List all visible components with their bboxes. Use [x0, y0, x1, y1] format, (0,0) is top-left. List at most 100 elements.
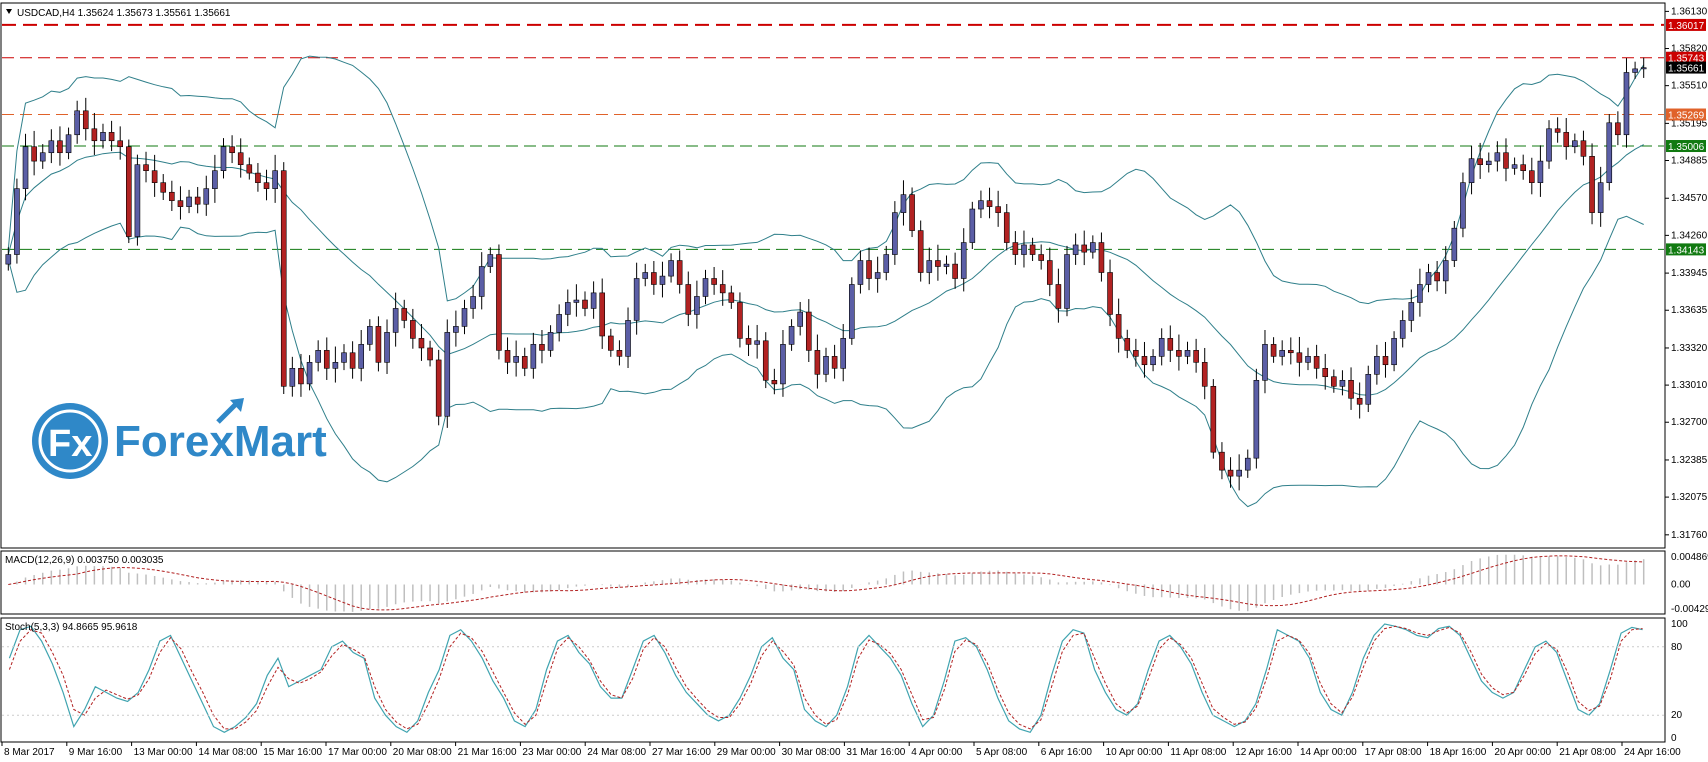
- candle-body[interactable]: [1210, 385, 1217, 453]
- candle-body[interactable]: [1477, 158, 1483, 166]
- candle-body[interactable]: [1485, 160, 1492, 166]
- candle-body[interactable]: [14, 188, 20, 255]
- candle-body[interactable]: [1356, 397, 1363, 405]
- candle-body[interactable]: [633, 278, 640, 321]
- candle-body[interactable]: [1081, 244, 1088, 253]
- candle-body[interactable]: [48, 140, 55, 154]
- candle-body[interactable]: [504, 350, 511, 363]
- candle-body[interactable]: [530, 344, 537, 369]
- candle-body[interactable]: [1029, 244, 1036, 255]
- candle-body[interactable]: [1184, 350, 1191, 357]
- candle-body[interactable]: [1391, 338, 1397, 366]
- candle-body[interactable]: [1434, 272, 1440, 282]
- candle-body[interactable]: [1408, 302, 1415, 321]
- candle-body[interactable]: [1339, 380, 1346, 387]
- candle-body[interactable]: [831, 356, 838, 369]
- candle-body[interactable]: [1313, 356, 1320, 369]
- candle-body[interactable]: [1442, 260, 1449, 282]
- candle-body[interactable]: [780, 344, 786, 385]
- candle-body[interactable]: [608, 335, 614, 351]
- candle-body[interactable]: [1632, 68, 1638, 73]
- candle-body[interactable]: [126, 146, 132, 237]
- candle-body[interactable]: [616, 350, 623, 357]
- candle-body[interactable]: [1107, 272, 1113, 315]
- candle-body[interactable]: [805, 311, 812, 351]
- candle-body[interactable]: [418, 338, 425, 349]
- candle-body[interactable]: [1374, 356, 1380, 375]
- candle-body[interactable]: [401, 308, 408, 321]
- candle-body[interactable]: [375, 326, 382, 363]
- candle-body[interactable]: [1305, 356, 1311, 363]
- candle-body[interactable]: [229, 146, 235, 154]
- candle-body[interactable]: [719, 284, 726, 294]
- candle-body[interactable]: [1365, 374, 1372, 405]
- candle-body[interactable]: [39, 152, 46, 162]
- candle-body[interactable]: [840, 338, 847, 369]
- candle-body[interactable]: [702, 278, 709, 297]
- candle-body[interactable]: [685, 284, 692, 315]
- candle-body[interactable]: [220, 146, 227, 171]
- candle-body[interactable]: [513, 356, 519, 363]
- candle-body[interactable]: [1331, 376, 1337, 387]
- candle-body[interactable]: [797, 311, 803, 327]
- candle-body[interactable]: [909, 194, 915, 231]
- candle-body[interactable]: [711, 278, 717, 285]
- candle-body[interactable]: [1167, 338, 1174, 351]
- candle-body[interactable]: [1606, 122, 1613, 183]
- candle-body[interactable]: [341, 352, 347, 363]
- candle-body[interactable]: [952, 263, 958, 279]
- candle-body[interactable]: [1399, 320, 1406, 339]
- candle-body[interactable]: [926, 260, 933, 273]
- candle-body[interactable]: [435, 359, 442, 417]
- candle-body[interactable]: [169, 191, 175, 201]
- candle-body[interactable]: [1503, 152, 1509, 169]
- candle-body[interactable]: [995, 206, 1001, 213]
- candle-body[interactable]: [212, 170, 218, 189]
- candle-body[interactable]: [651, 272, 657, 285]
- candle-body[interactable]: [323, 350, 330, 369]
- candle-body[interactable]: [1253, 380, 1260, 459]
- dropdown-arrow-icon[interactable]: [6, 9, 12, 14]
- candle-body[interactable]: [384, 332, 390, 363]
- candle-body[interactable]: [1468, 158, 1475, 183]
- candle-body[interactable]: [1322, 368, 1329, 378]
- candle-body[interactable]: [1176, 350, 1182, 357]
- candle-body[interactable]: [410, 320, 416, 339]
- candle-body[interactable]: [582, 299, 588, 309]
- candle-body[interactable]: [1038, 254, 1044, 261]
- candle-body[interactable]: [1417, 284, 1423, 303]
- candle-body[interactable]: [1563, 132, 1570, 148]
- candle-body[interactable]: [857, 260, 864, 285]
- candle-body[interactable]: [521, 356, 528, 369]
- candle-body[interactable]: [5, 254, 12, 265]
- candle-body[interactable]: [737, 302, 743, 339]
- candle-body[interactable]: [874, 272, 881, 279]
- candle-body[interactable]: [625, 320, 631, 357]
- candle-body[interactable]: [547, 332, 554, 351]
- candle-body[interactable]: [1201, 362, 1208, 387]
- candle-body[interactable]: [1589, 156, 1595, 213]
- candle-body[interactable]: [332, 362, 339, 369]
- candle-body[interactable]: [814, 350, 821, 375]
- candle-body[interactable]: [849, 284, 855, 339]
- candle-body[interactable]: [556, 314, 562, 333]
- candle-body[interactable]: [1219, 451, 1225, 471]
- candle-body[interactable]: [788, 326, 795, 345]
- candle-body[interactable]: [1451, 227, 1458, 261]
- candle-body[interactable]: [1055, 284, 1062, 309]
- candle-body[interactable]: [1115, 314, 1122, 339]
- candle-body[interactable]: [272, 170, 278, 189]
- candle-body[interactable]: [1124, 338, 1131, 351]
- candle-body[interactable]: [590, 292, 597, 309]
- candle-body[interactable]: [1064, 254, 1070, 309]
- candle-body[interactable]: [453, 326, 459, 333]
- candle-body[interactable]: [186, 196, 192, 207]
- candle-body[interactable]: [177, 200, 184, 207]
- candle-body[interactable]: [392, 308, 399, 333]
- candle-body[interactable]: [1072, 244, 1079, 255]
- candle-body[interactable]: [1021, 244, 1027, 255]
- candle-body[interactable]: [237, 152, 244, 166]
- candle-body[interactable]: [754, 340, 760, 345]
- candle-body[interactable]: [668, 260, 674, 277]
